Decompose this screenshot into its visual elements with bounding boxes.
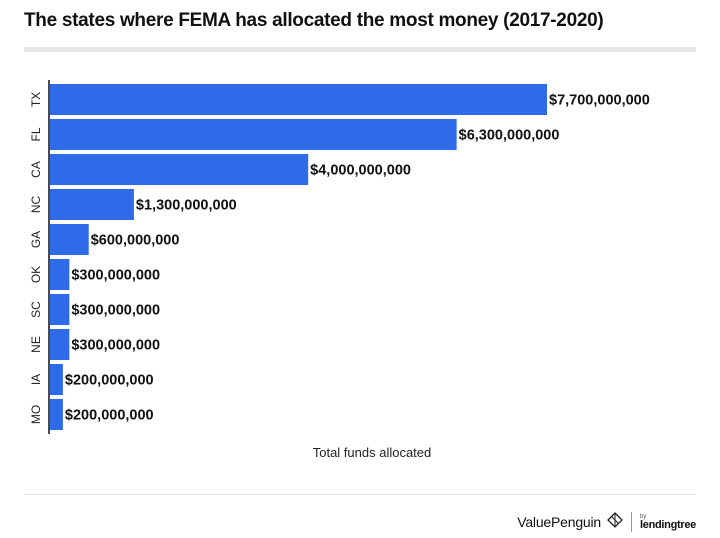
bar-ga [50,224,89,255]
value-label-ca: $4,000,000,000 [310,163,411,179]
category-label-ia: IA [29,374,43,385]
value-label-ia: $200,000,000 [65,373,154,389]
brand-name: ValuePenguin [517,514,601,530]
category-labels-layer: TX FL CA NC GA OK SC NE IA MO [29,92,43,424]
partner-by-label: by [640,513,647,520]
bar-ne [50,329,70,360]
category-label-ok: OK [29,266,43,283]
chart-title: The states where FEMA has allocated the … [24,10,604,31]
title-divider [24,47,696,52]
brand-divider [631,512,632,532]
value-label-ga: $600,000,000 [91,233,180,249]
category-label-ca: CA [29,161,43,178]
footer-branding: ValuePenguin by lendingtree [517,508,696,536]
bar-fl [50,119,457,150]
bar-sc [50,294,70,325]
value-label-fl: $6,300,000,000 [459,128,560,144]
category-label-nc: NC [29,196,43,214]
bar-nc [50,189,134,220]
value-label-tx: $7,700,000,000 [549,93,650,109]
partner-name: lendingtree [640,518,696,531]
category-label-ga: GA [29,231,43,248]
category-label-ne: NE [29,336,43,353]
value-label-ok: $300,000,000 [71,268,160,284]
bar-ok [50,259,70,290]
bar-ia [50,364,63,395]
bars-layer [50,84,547,430]
bar-ca [50,154,309,185]
category-label-mo: MO [29,405,43,424]
bar-tx [50,84,547,115]
category-label-sc: SC [29,301,43,318]
bar-mo [50,399,63,430]
valuepenguin-logo-icon [607,511,623,533]
value-label-ne: $300,000,000 [71,338,160,354]
value-label-mo: $200,000,000 [65,408,154,424]
value-label-nc: $1,300,000,000 [136,198,237,214]
category-label-fl: FL [29,127,43,141]
footer-divider [24,494,696,495]
value-label-sc: $300,000,000 [71,303,160,319]
x-axis-label: Total funds allocated [313,445,432,460]
category-label-tx: TX [29,92,43,107]
partner-logo: by lendingtree [640,514,696,531]
value-labels-layer: $7,700,000,000 $6,300,000,000 $4,000,000,0… [65,93,650,424]
